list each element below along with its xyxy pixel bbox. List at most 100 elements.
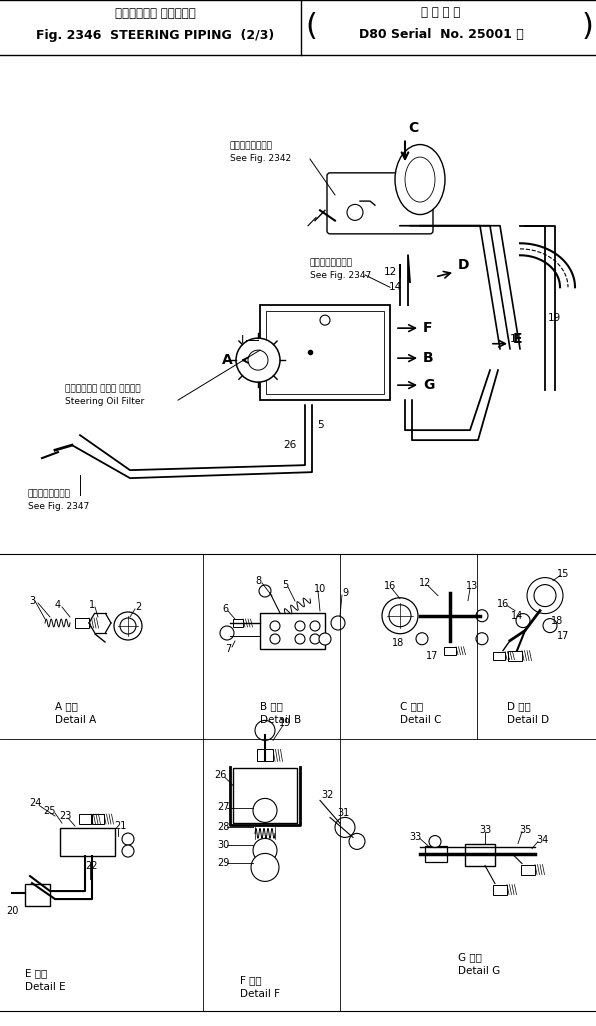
Circle shape [320,315,330,325]
Text: ステアリング オイル フィルタ
Steering Oil Filter: ステアリング オイル フィルタ Steering Oil Filter [65,385,144,405]
Text: B: B [423,351,434,365]
Text: 13: 13 [466,581,478,591]
Ellipse shape [395,145,445,214]
Bar [79,814,91,824]
Text: 14: 14 [389,282,402,292]
Text: 26: 26 [283,440,297,450]
FancyBboxPatch shape [327,172,433,234]
Text: 24: 24 [29,798,41,808]
Text: 33: 33 [409,832,421,841]
Circle shape [310,621,320,631]
Text: 18: 18 [392,638,404,647]
Text: ステアリング パイピング: ステアリング パイピング [114,7,195,19]
Text: G: G [423,379,434,392]
Text: 26: 26 [214,771,226,781]
Text: 7: 7 [225,644,231,654]
Bar [257,749,273,761]
Bar [444,646,456,655]
Text: 5: 5 [282,580,288,590]
Text: I: I [241,336,244,345]
Text: 28: 28 [217,823,229,832]
Text: 34: 34 [536,834,548,844]
Text: 31: 31 [337,808,349,819]
Circle shape [319,633,331,645]
FancyBboxPatch shape [25,884,50,906]
Circle shape [310,634,320,644]
Circle shape [122,845,134,857]
Text: 19: 19 [279,718,291,728]
Text: 5: 5 [316,420,323,430]
Text: 23: 23 [59,812,71,821]
Circle shape [335,818,355,837]
Circle shape [429,835,441,847]
Text: F: F [423,321,433,336]
Text: 第２３４７図参照
See Fig. 2347: 第２３４７図参照 See Fig. 2347 [310,259,371,279]
Text: 12: 12 [419,578,431,588]
Circle shape [253,798,277,823]
FancyBboxPatch shape [260,305,390,400]
Circle shape [543,619,557,633]
Text: (: ( [305,12,317,41]
Circle shape [270,634,280,644]
Circle shape [476,633,488,644]
Bar [493,884,507,895]
Text: 35: 35 [519,825,531,834]
FancyBboxPatch shape [465,843,495,866]
Text: 29: 29 [217,859,229,868]
Text: 22: 22 [86,861,98,871]
Text: 1: 1 [89,600,95,610]
Circle shape [220,626,234,640]
Circle shape [534,585,556,606]
Text: 17: 17 [426,650,438,661]
Text: 27: 27 [217,802,229,813]
Circle shape [270,621,280,631]
Text: A: A [222,353,233,367]
Bar [233,619,243,627]
Text: F 詳細
Detail F: F 詳細 Detail F [240,975,280,999]
Text: E: E [513,331,523,346]
Text: 33: 33 [479,825,491,834]
Circle shape [255,720,275,741]
Circle shape [120,618,136,634]
Text: 16: 16 [384,581,396,591]
Circle shape [253,838,277,863]
Circle shape [476,609,488,622]
Ellipse shape [405,157,435,202]
Text: B 詳細
Detail B: B 詳細 Detail B [260,701,301,725]
Text: 15: 15 [557,568,569,579]
Text: C 詳細
Detail C: C 詳細 Detail C [400,701,442,725]
Circle shape [389,604,411,627]
Text: G 詳細
Detail G: G 詳細 Detail G [458,952,500,977]
Text: A 詳細
Detail A: A 詳細 Detail A [55,701,96,725]
Text: 30: 30 [217,840,229,851]
Circle shape [122,833,134,845]
Bar [508,650,522,661]
Text: 14: 14 [511,610,523,621]
Text: 12: 12 [383,267,396,277]
Text: 32: 32 [321,790,333,800]
Bar [521,865,535,874]
Text: 8: 8 [255,576,261,586]
FancyBboxPatch shape [266,311,384,394]
Circle shape [295,621,305,631]
FancyBboxPatch shape [60,828,115,856]
FancyBboxPatch shape [233,768,297,824]
Text: 第２３４７図参照
See Fig. 2347: 第２３４７図参照 See Fig. 2347 [28,489,89,511]
Text: E 詳細
Detail E: E 詳細 Detail E [25,968,66,992]
Circle shape [331,616,345,630]
Bar [75,618,89,628]
Text: 19: 19 [548,313,561,323]
Text: 20: 20 [6,906,18,916]
Circle shape [295,634,305,644]
Text: 2: 2 [135,602,141,611]
Circle shape [349,833,365,850]
Circle shape [347,204,363,221]
Circle shape [259,585,271,597]
Text: 4: 4 [55,600,61,610]
FancyBboxPatch shape [260,613,325,649]
Circle shape [114,611,142,640]
Circle shape [251,854,279,881]
Text: 17: 17 [557,631,569,640]
Text: 3: 3 [29,596,35,606]
Bar [493,652,505,660]
